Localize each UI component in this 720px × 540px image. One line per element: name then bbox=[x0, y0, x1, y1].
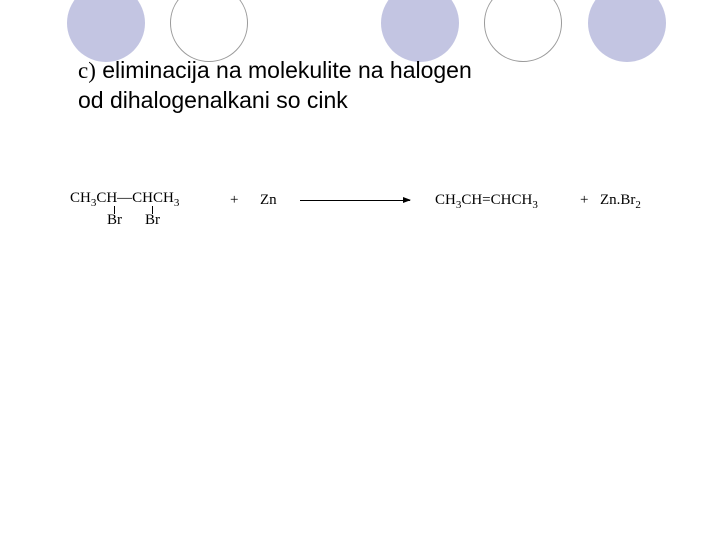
plus-2: + bbox=[580, 192, 588, 209]
slide-title: c) eliminacija na molekulite na halogen … bbox=[78, 56, 598, 115]
reactant-dihaloalkane: CH3CH—CHCH3 Br Br bbox=[70, 190, 179, 209]
reaction-arrow bbox=[300, 200, 410, 201]
product-alkene: CH3CH=CHCH3 bbox=[435, 192, 538, 211]
circle-decor-5 bbox=[588, 0, 666, 62]
br-label-2: Br bbox=[145, 212, 160, 229]
plus-1: + bbox=[230, 192, 238, 209]
circle-decor-2 bbox=[170, 0, 248, 62]
br-label-1: Br bbox=[107, 212, 122, 229]
circle-decor-1 bbox=[67, 0, 145, 62]
circle-decor-3 bbox=[381, 0, 459, 62]
reactant1-formula: CH3CH—CHCH3 bbox=[70, 190, 179, 206]
reagent-zn: Zn bbox=[260, 192, 277, 209]
product-znbr2: Zn.Br2 bbox=[600, 192, 641, 211]
title-line1: eliminacija na molekulite na halogen bbox=[96, 57, 472, 83]
title-c-label: c) bbox=[78, 58, 96, 83]
circle-decor-4 bbox=[484, 0, 562, 62]
reaction-scheme: CH3CH—CHCH3 Br Br + Zn CH3CH=CHCH3 + Zn.… bbox=[70, 190, 670, 250]
title-line2: od dihalogenalkani so cink bbox=[78, 87, 348, 113]
